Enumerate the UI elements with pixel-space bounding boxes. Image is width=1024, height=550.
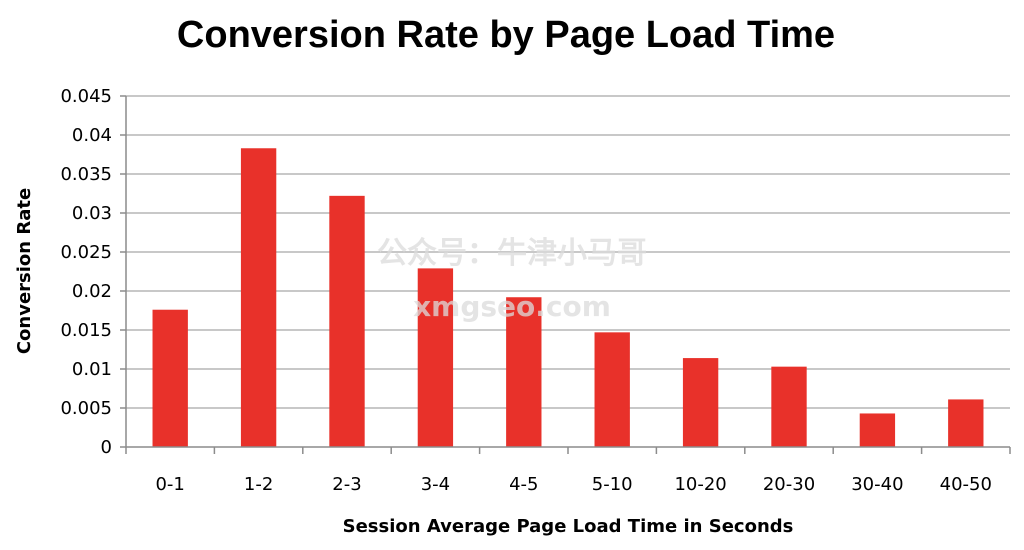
x-axis-ticks: 0-1 1-2 2-3 3-4 4-5 5-10 10-20 20-30 30-40 40-50	[125, 447, 1011, 495]
bar-1-2	[240, 148, 277, 447]
x-tick-label: 40-50	[940, 474, 992, 495]
bar-20-30	[771, 366, 807, 447]
x-tick-label: 10-20	[674, 474, 726, 495]
y-tick-label: 0.025	[60, 242, 112, 263]
bar-4-5	[506, 297, 542, 447]
chart-title: Conversion Rate by Page Load Time	[177, 14, 835, 56]
bar-3-4	[417, 268, 454, 447]
x-axis-label: Session Average Page Load Time in Second…	[343, 516, 794, 537]
bar-5-10	[594, 332, 630, 447]
y-tick-label: 0.005	[60, 398, 112, 419]
y-tick-label: 0	[101, 437, 112, 458]
x-tick-label: 20-30	[763, 474, 815, 495]
x-tick-label: 0-1	[155, 474, 184, 495]
y-axis-label: Conversion Rate	[14, 188, 35, 354]
bar-10-20	[682, 358, 719, 447]
y-tick-label: 0.035	[60, 164, 112, 185]
bars	[152, 148, 984, 447]
bar-2-3	[329, 195, 365, 447]
y-axis-ticks: 0 0.005 0.01 0.015 0.02 0.025 0.03 0.035 0.04 0.0…	[60, 86, 126, 458]
x-tick-label: 4-5	[509, 474, 538, 495]
y-tick-label: 0.02	[72, 281, 112, 302]
bar-0-1	[152, 309, 188, 447]
bar-30-40	[859, 413, 896, 447]
x-tick-label: 3-4	[421, 474, 450, 495]
y-tick-label: 0.03	[72, 203, 112, 224]
y-tick-label: 0.04	[72, 125, 112, 146]
bar-40-50	[948, 399, 984, 447]
watermark-text-1: 公众号：牛津小马哥	[377, 236, 647, 271]
x-tick-label: 1-2	[244, 474, 273, 495]
y-tick-label: 0.01	[72, 359, 112, 380]
y-tick-label: 0.015	[60, 320, 112, 341]
y-tick-label: 0.045	[60, 86, 112, 107]
x-tick-label: 2-3	[332, 474, 361, 495]
x-tick-label: 30-40	[851, 474, 903, 495]
watermark-text-2: xmgseo.com	[413, 290, 611, 323]
x-tick-label: 5-10	[592, 474, 633, 495]
